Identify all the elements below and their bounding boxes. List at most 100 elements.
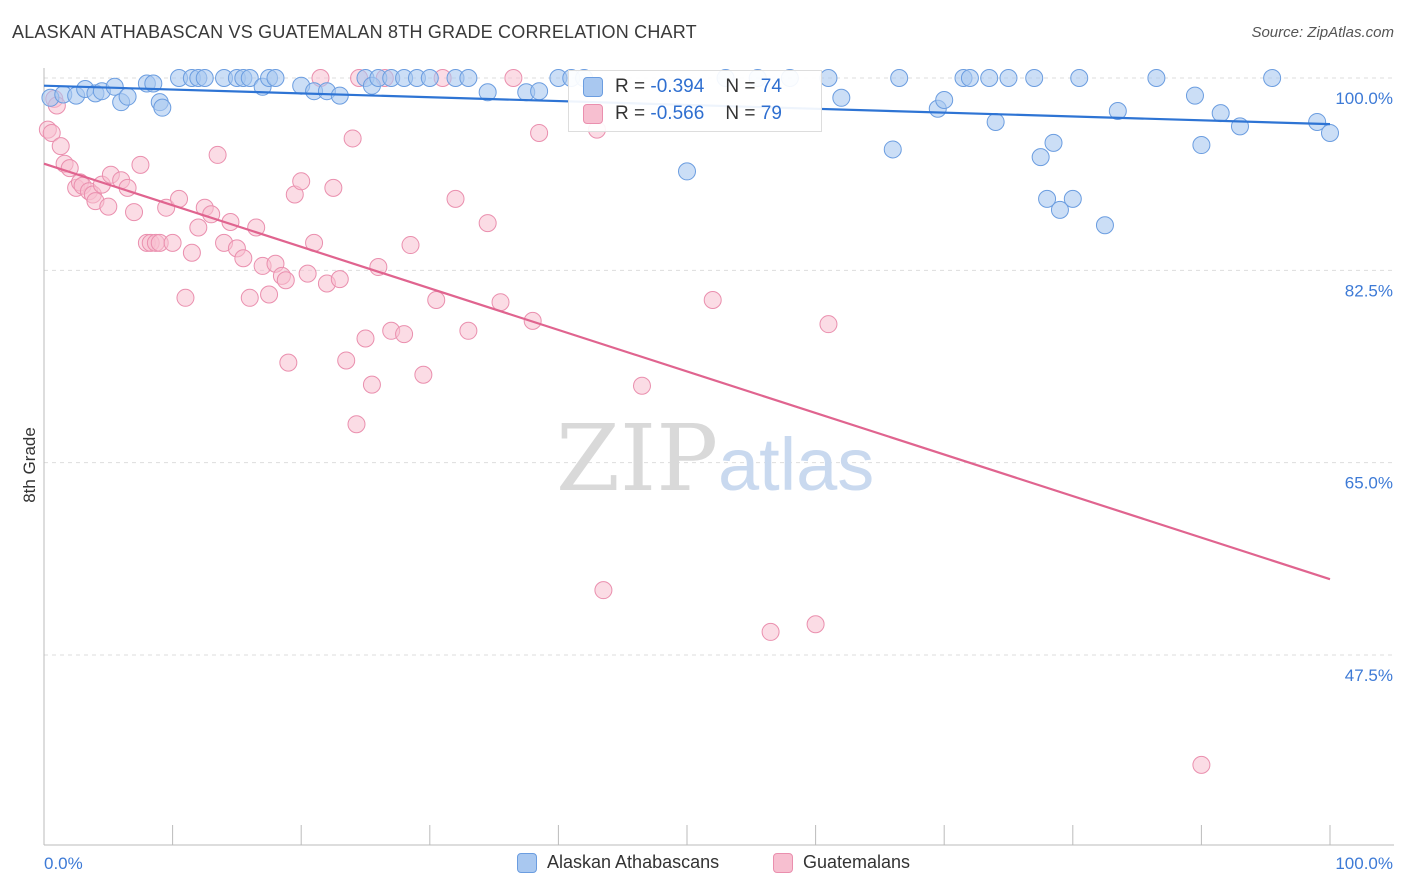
alaskan-athabascans-point bbox=[960, 69, 979, 87]
stats-n-label: N = bbox=[725, 76, 756, 97]
y-tick-label: 100.0% bbox=[1335, 89, 1393, 108]
guatemalans-point bbox=[276, 271, 295, 290]
alaskan-athabascans-point bbox=[1070, 69, 1089, 87]
guatemalans-point bbox=[594, 581, 613, 600]
guatemalans-point bbox=[362, 375, 381, 394]
stats-r-label: R = bbox=[615, 103, 646, 124]
alaskan-athabascans-point bbox=[1044, 133, 1063, 152]
alaskan-athabascans-point bbox=[980, 69, 999, 87]
alaskan-athabascans-point bbox=[1031, 148, 1050, 167]
stats-r-value: -0.394 bbox=[650, 76, 705, 97]
alaskan-athabascans-point bbox=[890, 69, 909, 87]
guatemalans-point bbox=[42, 123, 61, 142]
alaskan-athabascans-point bbox=[832, 88, 851, 107]
alaskan-athabascans-point bbox=[478, 83, 497, 102]
alaskan-athabascans-point bbox=[1321, 123, 1339, 142]
alaskan-athabascans-point bbox=[883, 140, 902, 159]
legend-label: Guatemalans bbox=[803, 852, 911, 872]
alaskan-athabascans-point bbox=[420, 69, 439, 87]
alaskan-athabascans-point bbox=[1050, 200, 1069, 219]
stats-r-value: -0.566 bbox=[650, 103, 705, 124]
legend-swatch-pink bbox=[773, 852, 793, 873]
x-tick-label: 100.0% bbox=[1335, 854, 1393, 873]
watermark-zip: ZIP bbox=[556, 405, 718, 512]
alaskan-athabascans-point bbox=[1263, 69, 1282, 87]
guatemalans-point bbox=[182, 243, 201, 262]
guatemalans-point bbox=[240, 288, 259, 307]
alaskan-athabascans-point bbox=[1211, 104, 1230, 123]
guatemalans-point bbox=[163, 233, 182, 252]
stats-swatch-pink bbox=[583, 104, 603, 124]
guatemalans-point bbox=[343, 129, 362, 148]
alaskan-athabascans-point bbox=[1063, 189, 1082, 208]
y-tick-label: 65.0% bbox=[1345, 474, 1393, 493]
y-tick-label: 82.5% bbox=[1345, 281, 1393, 300]
stats-r-label: R = bbox=[615, 76, 646, 97]
axes bbox=[43, 68, 1394, 846]
guatemalans-point bbox=[504, 69, 523, 87]
alaskan-athabascans-point bbox=[1038, 189, 1057, 208]
series-guatemalans bbox=[38, 69, 1211, 774]
alaskan-athabascans-point bbox=[153, 98, 172, 117]
guatemalans-point bbox=[446, 189, 465, 208]
stats-row-blue: R = -0.394 N = 74 bbox=[583, 75, 782, 99]
guatemalans-point bbox=[260, 285, 279, 304]
alaskan-athabascans-point bbox=[999, 69, 1018, 87]
guatemalans-point bbox=[208, 145, 227, 164]
guatemalans-point bbox=[131, 155, 150, 174]
stats-n-label: N = bbox=[725, 103, 756, 124]
stats-n-value: 74 bbox=[760, 76, 782, 97]
guatemalans-point bbox=[395, 325, 414, 344]
legend-item-guatemalans[interactable]: Guatemalans bbox=[773, 852, 910, 873]
chart-source: Source: ZipAtlas.com bbox=[1251, 24, 1394, 41]
guatemalans-point bbox=[189, 218, 208, 237]
watermark-atlas: atlas bbox=[718, 423, 874, 506]
guatemalans-point bbox=[99, 197, 118, 216]
watermark: ZIP atlas bbox=[556, 405, 874, 512]
legend-item-alaskan-athabascans[interactable]: Alaskan Athabascans bbox=[517, 852, 719, 873]
alaskan-athabascans-point bbox=[986, 112, 1005, 131]
alaskan-athabascans-point bbox=[266, 69, 285, 87]
guatemalans-point bbox=[401, 236, 420, 255]
trend-line-guatemalans bbox=[43, 162, 1331, 581]
alaskan-athabascans-point bbox=[1308, 112, 1327, 131]
legend-label: Alaskan Athabascans bbox=[547, 852, 720, 872]
stats-n-value: 79 bbox=[760, 103, 782, 124]
guatemalans-point bbox=[761, 622, 780, 641]
alaskan-athabascans-point bbox=[819, 69, 838, 87]
alaskan-athabascans-point bbox=[935, 90, 954, 109]
guatemalans-point bbox=[414, 365, 433, 384]
stats-swatch-blue bbox=[583, 77, 603, 97]
stats-row-pink: R = -0.566 N = 79 bbox=[583, 102, 782, 126]
alaskan-athabascans-point bbox=[1095, 216, 1114, 235]
y-axis-title: 8th Grade bbox=[20, 427, 39, 503]
guatemalans-point bbox=[234, 249, 253, 268]
guatemalans-point bbox=[298, 264, 317, 283]
guatemalans-point bbox=[324, 178, 343, 197]
guatemalans-point bbox=[703, 291, 722, 310]
alaskan-athabascans-point bbox=[195, 69, 214, 87]
guatemalans-point bbox=[530, 123, 549, 142]
guatemalans-point bbox=[337, 351, 356, 370]
alaskan-athabascans-point bbox=[1185, 86, 1204, 105]
guatemalans-point bbox=[279, 353, 298, 372]
alaskan-athabascans-point bbox=[459, 69, 478, 87]
guatemalans-point bbox=[427, 291, 446, 310]
alaskan-athabascans-point bbox=[1025, 69, 1044, 87]
stats-legend: R = -0.394 N = 74 R = -0.566 N = 79 bbox=[568, 70, 822, 132]
guatemalans-point bbox=[356, 329, 375, 348]
gridlines bbox=[44, 77, 1394, 656]
alaskan-athabascans-point bbox=[678, 162, 696, 181]
guatemalans-point bbox=[292, 172, 311, 191]
legend-swatch-blue bbox=[517, 852, 537, 873]
alaskan-athabascans-point bbox=[1108, 101, 1127, 120]
guatemalans-point bbox=[478, 214, 497, 233]
guatemalans-point bbox=[51, 137, 70, 156]
x-tick-label: 0.0% bbox=[44, 854, 83, 873]
alaskan-athabascans-point bbox=[530, 82, 549, 101]
alaskan-athabascans-point bbox=[118, 87, 137, 106]
guatemalans-point bbox=[459, 321, 478, 340]
guatemalans-point bbox=[806, 615, 825, 634]
alaskan-athabascans-point bbox=[240, 69, 259, 87]
